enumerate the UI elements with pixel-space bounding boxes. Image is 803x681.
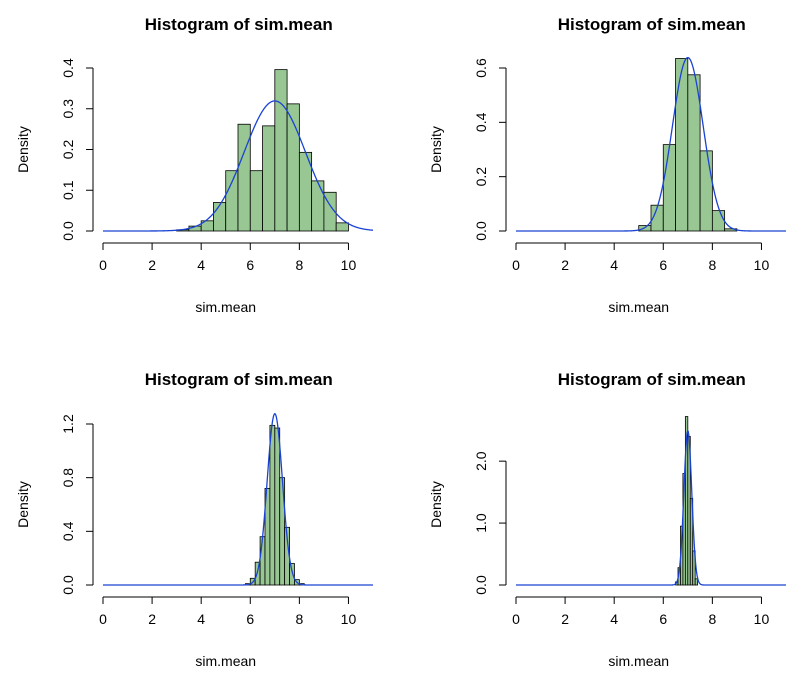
y-tick-label: 0.0 xyxy=(473,575,489,595)
histogram-bar xyxy=(323,191,337,232)
histogram-bar xyxy=(694,578,699,586)
histogram-panel-4: Histogram of sim.mean 0 2 4 6 8 10 sim.mean 0.0 1… xyxy=(428,370,786,669)
histogram-bar xyxy=(274,69,288,232)
x-tick-label: 10 xyxy=(754,611,770,627)
y-tick-label: 0.8 xyxy=(60,468,76,488)
y-tick-label: 0.4 xyxy=(473,112,489,132)
histogram-bar xyxy=(662,144,676,232)
histogram-bar xyxy=(289,563,295,586)
x-axis: 0 2 4 6 8 10 xyxy=(512,596,770,627)
x-tick-label: 4 xyxy=(197,611,205,627)
y-axis-label: Density xyxy=(15,126,31,173)
x-tick-label: 4 xyxy=(610,257,618,273)
x-tick-label: 10 xyxy=(341,611,357,627)
histogram-bar xyxy=(249,170,263,232)
x-tick-label: 4 xyxy=(610,611,618,627)
chart-title: Histogram of sim.mean xyxy=(558,370,746,389)
x-axis-label: sim.mean xyxy=(195,299,256,315)
y-tick-label: 0.0 xyxy=(60,221,76,241)
normal-density-curve xyxy=(516,428,786,586)
y-tick-label: 1.0 xyxy=(473,513,489,533)
histogram-bar xyxy=(675,58,689,232)
y-tick-label: 0.0 xyxy=(473,221,489,241)
histogram-bar xyxy=(711,210,726,232)
y-tick-label: 0.1 xyxy=(60,180,76,200)
x-axis: 0 2 4 6 8 10 xyxy=(99,242,357,273)
y-axis: 0.0 1.0 2.0 xyxy=(473,451,507,595)
chart-title: Histogram of sim.mean xyxy=(558,15,746,34)
y-axis: 0.0 0.1 0.2 0.3 0.4 xyxy=(60,58,94,241)
x-tick-label: 2 xyxy=(561,611,569,627)
y-axis-label: Density xyxy=(15,481,31,528)
y-axis: 0.0 0.4 0.8 1.2 xyxy=(60,414,94,595)
x-tick-label: 6 xyxy=(659,257,667,273)
x-tick-label: 6 xyxy=(246,611,254,627)
normal-density-curve xyxy=(516,56,786,232)
y-tick-label: 0.2 xyxy=(473,167,489,187)
x-tick-label: 8 xyxy=(295,257,303,273)
x-tick-label: 2 xyxy=(148,611,156,627)
x-axis-label: sim.mean xyxy=(608,653,669,669)
y-tick-label: 0.3 xyxy=(60,99,76,119)
x-tick-label: 0 xyxy=(512,611,520,627)
x-tick-label: 2 xyxy=(561,257,569,273)
normal-density-curve xyxy=(103,412,373,586)
chart-title: Histogram of sim.mean xyxy=(145,370,333,389)
x-tick-label: 8 xyxy=(708,611,716,627)
x-tick-label: 0 xyxy=(99,257,107,273)
histogram-bar xyxy=(699,150,713,232)
x-tick-label: 0 xyxy=(512,257,520,273)
histogram-bar xyxy=(335,222,349,232)
y-tick-label: 0.4 xyxy=(60,58,76,78)
histogram-bar xyxy=(311,180,325,232)
histogram-bar xyxy=(269,424,276,586)
x-tick-label: 6 xyxy=(246,257,254,273)
histogram-bar xyxy=(262,125,276,232)
x-axis-label: sim.mean xyxy=(608,299,669,315)
x-axis-label: sim.mean xyxy=(195,653,256,669)
normal-density-curve xyxy=(103,100,374,232)
x-tick-label: 2 xyxy=(148,257,156,273)
y-tick-label: 2.0 xyxy=(473,451,489,471)
x-tick-label: 8 xyxy=(295,611,303,627)
histogram-bar xyxy=(687,74,701,232)
y-axis-label: Density xyxy=(428,481,444,528)
y-tick-label: 0.0 xyxy=(60,575,76,595)
histogram-bar xyxy=(692,550,696,586)
y-axis: 0.0 0.2 0.4 0.6 xyxy=(473,58,507,241)
y-tick-label: 0.4 xyxy=(60,521,76,541)
y-tick-label: 0.2 xyxy=(60,140,76,160)
histogram-bar xyxy=(213,202,227,232)
histogram-bar xyxy=(274,427,281,586)
x-axis: 0 2 4 6 8 10 xyxy=(99,596,357,627)
x-tick-label: 10 xyxy=(754,257,770,273)
x-tick-label: 10 xyxy=(341,257,357,273)
chart-title: Histogram of sim.mean xyxy=(145,15,333,34)
x-tick-label: 8 xyxy=(708,257,716,273)
x-tick-label: 0 xyxy=(99,611,107,627)
histogram-bar xyxy=(259,536,266,586)
x-axis: 0 2 4 6 8 10 xyxy=(512,242,770,273)
y-tick-label: 1.2 xyxy=(60,414,76,434)
y-axis-label: Density xyxy=(428,126,444,173)
histogram-bar xyxy=(225,170,239,232)
y-tick-label: 0.6 xyxy=(473,58,489,78)
x-tick-label: 6 xyxy=(659,611,667,627)
x-tick-label: 4 xyxy=(197,257,205,273)
